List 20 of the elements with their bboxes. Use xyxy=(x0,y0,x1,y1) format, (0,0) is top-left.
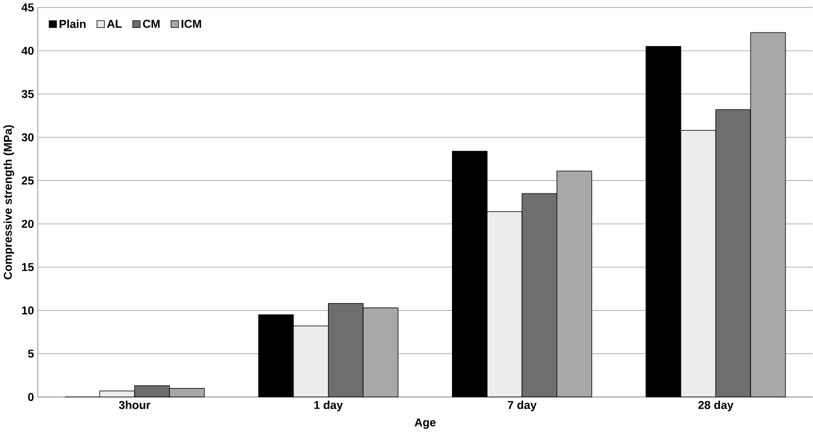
y-tick-label: 15 xyxy=(22,263,34,272)
y-tick-label: 0 xyxy=(28,392,34,401)
y-tick-label: 20 xyxy=(22,220,34,228)
y-tick-label: 30 xyxy=(22,133,34,142)
legend-label: ICM xyxy=(182,20,202,28)
x-tick-label: 28 day xyxy=(698,400,734,412)
y-tick-label: 5 xyxy=(28,350,34,358)
y-axis-title: Compressive strength (MPa) xyxy=(3,125,14,280)
legend-label: AL xyxy=(107,20,122,28)
y-tick-label: 45 xyxy=(22,3,34,12)
y-tick-label: 10 xyxy=(22,306,34,314)
legend-label: CM xyxy=(143,20,160,28)
x-tick-label: 7 day xyxy=(508,400,537,412)
x-tick-label: 1 day xyxy=(314,400,343,412)
x-axis-title: Age xyxy=(414,418,436,429)
y-tick-label: 40 xyxy=(22,46,34,55)
y-tick-label: 35 xyxy=(22,90,34,98)
legend-label: Plain xyxy=(60,20,86,28)
y-tick-label: 25 xyxy=(22,176,34,185)
x-tick-label: 3hour xyxy=(118,400,150,409)
